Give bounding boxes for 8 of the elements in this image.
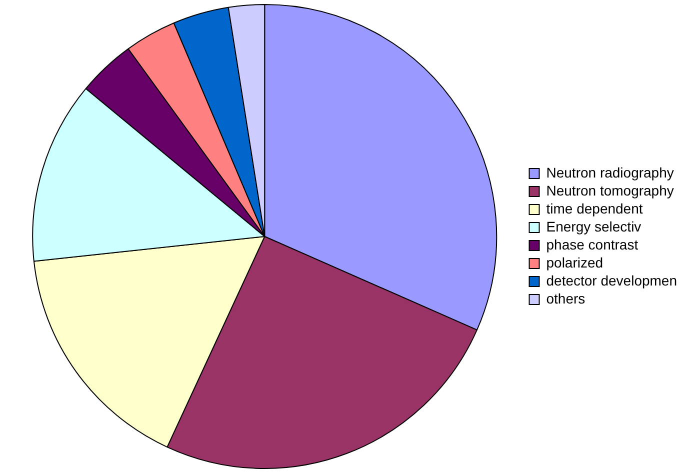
legend-label: Neutron radiography [546,164,674,180]
legend-label: polarized [546,254,604,270]
legend-label: detector developmen [546,272,678,288]
legend-label: Neutron tomography [546,182,674,198]
legend-label: time dependent [546,200,643,216]
legend-label: others [546,290,586,306]
legend-label: phase contrast [546,236,638,252]
legend-label: Energy selectiv [546,218,642,234]
